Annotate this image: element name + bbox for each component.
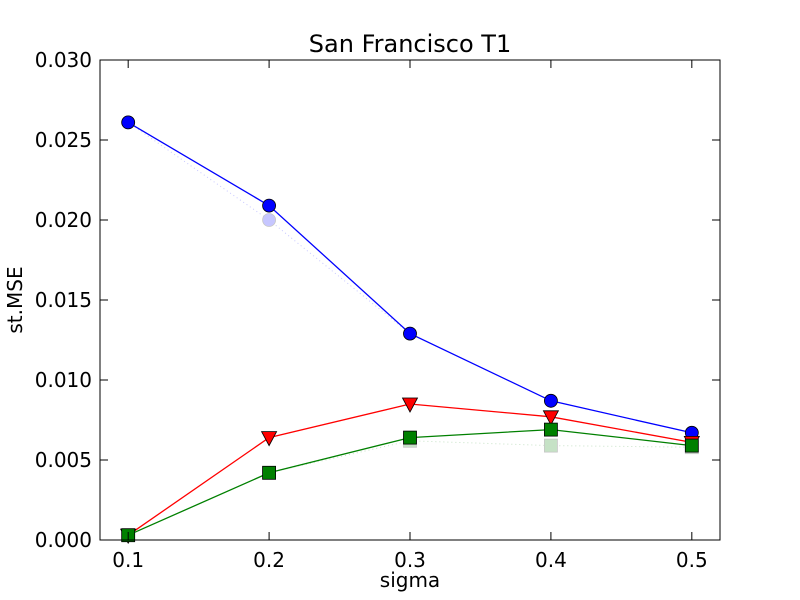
data-point <box>260 431 278 447</box>
y-tick-label: 0.015 <box>35 288 92 312</box>
x-tick-label: 0.4 <box>535 548 567 572</box>
ticks-layer: 0.1 0.2 0.3 0.4 0.5 0.000 0.005 0.010 0.015 0.020… <box>35 48 720 572</box>
x-tick-label: 0.2 <box>253 548 285 572</box>
series-0 <box>121 115 699 440</box>
data-point <box>401 397 419 413</box>
data-point <box>403 326 417 341</box>
series-line <box>127 440 692 536</box>
data-point <box>262 198 276 213</box>
y-tick-label: 0.030 <box>35 48 92 72</box>
y-tick-label: 0.000 <box>35 528 92 552</box>
data-point <box>684 438 699 453</box>
faded-series-4 <box>120 397 700 545</box>
series-layer <box>120 115 700 545</box>
x-tick-label: 0.3 <box>394 548 426 572</box>
x-tick-label: 0.1 <box>112 548 144 572</box>
faded-series-5 <box>121 433 699 543</box>
y-tick-label: 0.010 <box>35 368 92 392</box>
data-point <box>262 213 276 227</box>
x-axis-label: sigma <box>380 568 440 592</box>
series-line <box>127 121 692 434</box>
y-tick-label: 0.005 <box>35 448 92 472</box>
plot-frame <box>99 59 721 541</box>
data-point <box>542 410 560 426</box>
data-point <box>544 422 558 437</box>
y-tick-label: 0.020 <box>35 208 92 232</box>
series-line <box>127 121 692 434</box>
chart-title: San Francisco T1 <box>309 30 511 58</box>
series-1 <box>120 397 700 545</box>
x-tick-label: 0.5 <box>676 548 708 572</box>
y-tick-label: 0.025 <box>35 128 92 152</box>
series-line <box>127 403 692 536</box>
series-line <box>127 403 692 536</box>
data-point <box>544 393 558 408</box>
y-axis-label: st.MSE <box>3 266 27 333</box>
series-2 <box>121 422 699 543</box>
data-point <box>262 465 276 480</box>
data-point <box>121 115 136 130</box>
data-point <box>544 438 558 453</box>
faded-series-3 <box>121 115 699 440</box>
data-point <box>403 430 417 445</box>
